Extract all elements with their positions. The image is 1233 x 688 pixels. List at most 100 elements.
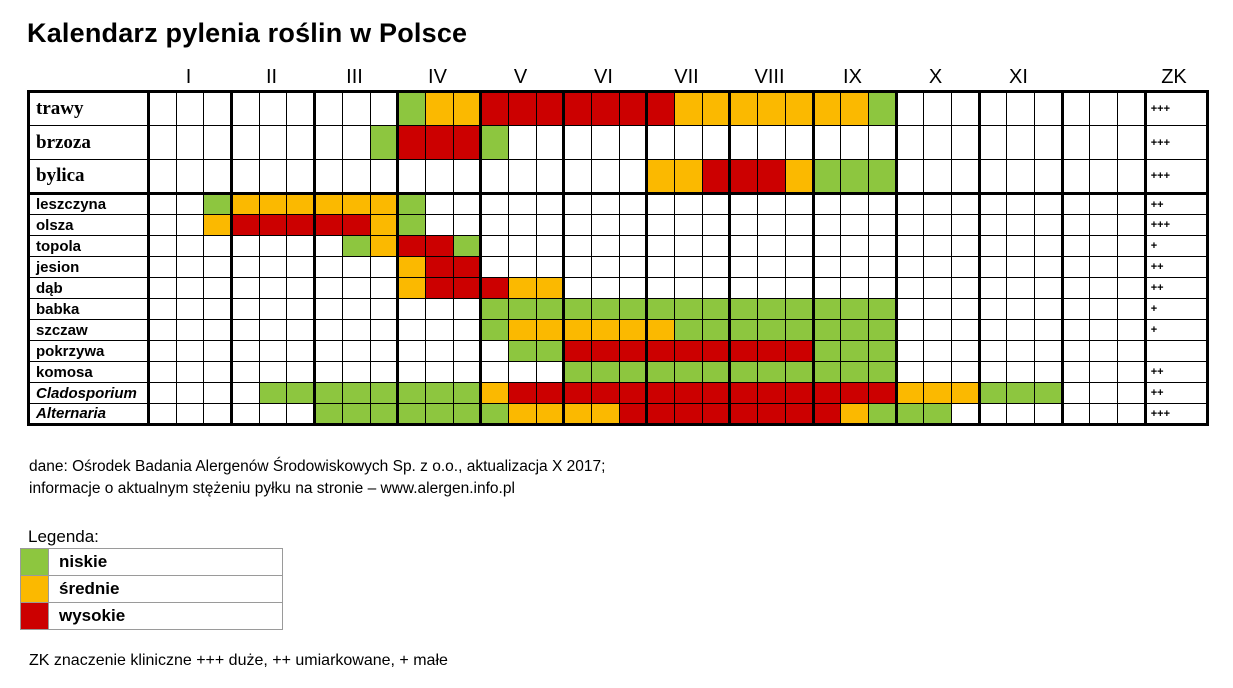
calendar-cell — [979, 340, 1008, 362]
calendar-cell — [702, 361, 732, 383]
calendar-cell — [1062, 298, 1091, 320]
calendar-cell — [370, 277, 400, 299]
calendar-cell — [397, 235, 426, 257]
calendar-cell — [591, 256, 620, 278]
calendar-cell — [1117, 319, 1147, 341]
table-row: jesion ++ — [27, 256, 1209, 278]
zk-cell — [1145, 340, 1209, 362]
calendar-cell — [1062, 193, 1091, 215]
calendar-cell — [1089, 361, 1119, 383]
calendar-cell — [1117, 382, 1147, 404]
legend-row: średnie — [20, 575, 283, 603]
calendar-cell — [619, 235, 649, 257]
calendar-cell — [619, 403, 649, 426]
calendar-cell — [1117, 214, 1147, 236]
month-label-V: V — [513, 66, 528, 88]
calendar-cell — [729, 214, 759, 236]
calendar-cell — [314, 193, 343, 215]
calendar-cell — [286, 382, 317, 404]
calendar-cell — [979, 382, 1008, 404]
calendar-cell — [231, 125, 260, 160]
calendar-cell — [896, 214, 925, 236]
calendar-cell — [231, 382, 260, 404]
calendar-cell — [896, 298, 925, 320]
calendar-cell — [1062, 256, 1091, 278]
month-label-IV: IV — [428, 66, 447, 88]
calendar-cell — [840, 361, 869, 383]
calendar-cell — [480, 256, 509, 278]
calendar-cell — [785, 319, 815, 341]
calendar-cell — [425, 235, 454, 257]
plant-name-cell: Alternaria — [27, 403, 150, 426]
calendar-cell — [813, 193, 842, 215]
calendar-cell — [508, 361, 537, 383]
legend-title: Legenda: — [28, 527, 99, 546]
calendar-cell — [203, 159, 234, 195]
calendar-cell — [896, 361, 925, 383]
calendar-cell — [480, 382, 509, 404]
calendar-cell — [923, 193, 952, 215]
calendar-cell — [286, 214, 317, 236]
calendar-cell — [591, 159, 620, 195]
calendar-cell — [480, 125, 509, 160]
calendar-cell — [785, 125, 815, 160]
calendar-cell — [425, 214, 454, 236]
calendar-cell — [286, 235, 317, 257]
calendar-cell — [757, 235, 786, 257]
calendar-cell — [813, 125, 842, 160]
calendar-cell — [646, 90, 676, 126]
calendar-cell — [480, 319, 509, 341]
calendar-cell — [729, 256, 759, 278]
calendar-cell — [508, 235, 537, 257]
calendar-cell — [370, 382, 400, 404]
calendar-cell — [729, 125, 759, 160]
plant-name-cell: babka — [27, 298, 150, 320]
calendar-cell — [591, 90, 620, 126]
calendar-cell — [951, 277, 981, 299]
calendar-cell — [923, 277, 952, 299]
calendar-cell — [203, 403, 234, 426]
calendar-cell — [979, 298, 1008, 320]
calendar-cell — [1006, 125, 1035, 160]
calendar-cell — [314, 382, 343, 404]
calendar-cell — [536, 125, 566, 160]
calendar-cell — [619, 319, 649, 341]
calendar-cell — [1062, 159, 1091, 195]
calendar-cell — [868, 159, 898, 195]
calendar-cell — [729, 319, 759, 341]
calendar-cell — [536, 256, 566, 278]
calendar-cell — [314, 277, 343, 299]
calendar-cell — [176, 340, 205, 362]
pollen-calendar-table: trawy +++ brzoza +++ bylica +++ leszczyna ++ ols… — [27, 90, 1209, 426]
calendar-cell — [979, 159, 1008, 195]
calendar-cell — [1117, 361, 1147, 383]
calendar-cell — [286, 90, 317, 126]
calendar-cell — [702, 298, 732, 320]
calendar-cell — [1117, 403, 1147, 426]
calendar-cell — [757, 319, 786, 341]
calendar-cell — [453, 277, 483, 299]
plant-name-cell: topola — [27, 235, 150, 257]
table-row: bylica +++ — [27, 159, 1209, 195]
calendar-cell — [1089, 319, 1119, 341]
calendar-cell — [896, 193, 925, 215]
calendar-cell — [508, 340, 537, 362]
calendar-cell — [370, 90, 400, 126]
calendar-cell — [342, 340, 371, 362]
calendar-cell — [785, 214, 815, 236]
calendar-cell — [840, 90, 869, 126]
table-row: leszczyna ++ — [27, 193, 1209, 215]
plant-name-cell: leszczyna — [27, 193, 150, 215]
table-row: szczaw + — [27, 319, 1209, 341]
calendar-cell — [951, 361, 981, 383]
table-row: komosa ++ — [27, 361, 1209, 383]
calendar-cell — [951, 235, 981, 257]
calendar-cell — [176, 159, 205, 195]
calendar-cell — [1006, 298, 1035, 320]
calendar-cell — [840, 277, 869, 299]
calendar-cell — [425, 340, 454, 362]
calendar-cell — [259, 340, 288, 362]
calendar-cell — [646, 159, 676, 195]
calendar-cell — [729, 90, 759, 126]
calendar-cell — [923, 403, 952, 426]
